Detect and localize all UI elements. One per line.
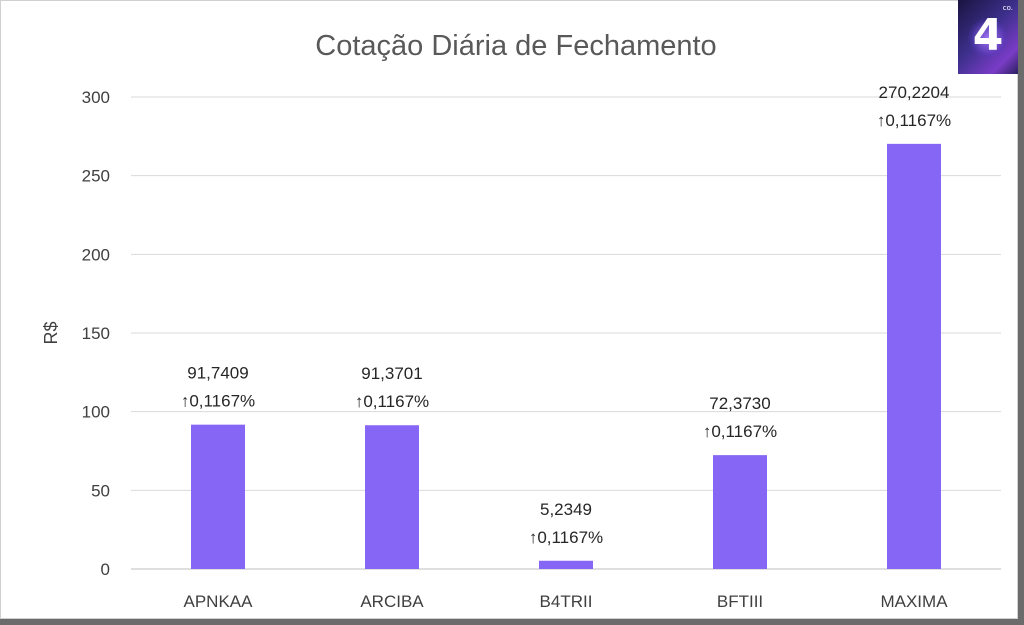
data-labels: 91,7409 ↑0,1167% 91,3701 ↑0,1167% 5,2349 ↑0,1… xyxy=(181,83,951,547)
bar xyxy=(539,560,593,569)
x-category-label: ARCIBA xyxy=(360,592,424,611)
data-label-change: ↑0,1167% xyxy=(181,392,255,411)
logo-subscript: co. xyxy=(1002,4,1013,12)
y-tick-label: 50 xyxy=(91,481,110,500)
y-tick-label: 300 xyxy=(82,88,110,107)
bar xyxy=(191,424,245,569)
y-tick-label: 250 xyxy=(82,167,110,186)
data-label-value: 91,7409 xyxy=(187,364,248,383)
x-category-label: B4TRII xyxy=(540,592,593,611)
x-category-label: BFTIII xyxy=(717,592,763,611)
data-label-change: ↑0,1167% xyxy=(529,528,603,547)
gridlines xyxy=(131,96,1001,570)
y-axis-ticks: 0 50 100 150 200 250 300 xyxy=(82,88,110,579)
x-axis-categories: APNKAA ARCIBA B4TRII BFTIII MAXIMA xyxy=(184,592,949,611)
data-label-value: 5,2349 xyxy=(540,500,592,519)
logo-glow xyxy=(968,18,1008,58)
data-label-change: ↑0,1167% xyxy=(877,111,951,130)
y-axis-title: R$ xyxy=(41,321,61,344)
y-tick-label: 150 xyxy=(82,324,110,343)
brand-logo: 4 co. xyxy=(958,0,1018,74)
data-label-value: 91,3701 xyxy=(361,364,422,383)
data-label-change: ↑0,1167% xyxy=(355,392,429,411)
x-category-label: APNKAA xyxy=(184,592,254,611)
data-label-value: 72,3730 xyxy=(709,394,770,413)
y-tick-label: 0 xyxy=(101,560,110,579)
bar xyxy=(713,455,767,569)
data-label-change: ↑0,1167% xyxy=(703,422,777,441)
y-tick-label: 200 xyxy=(82,245,110,264)
bar xyxy=(887,143,941,569)
bars xyxy=(191,143,941,569)
chart-title: Cotação Diária de Fechamento xyxy=(315,30,716,62)
bar xyxy=(365,425,419,569)
logo-number: 4 xyxy=(972,10,1004,61)
y-tick-label: 100 xyxy=(82,403,110,422)
data-label-value: 270,2204 xyxy=(879,83,950,102)
x-category-label: MAXIMA xyxy=(880,592,948,611)
